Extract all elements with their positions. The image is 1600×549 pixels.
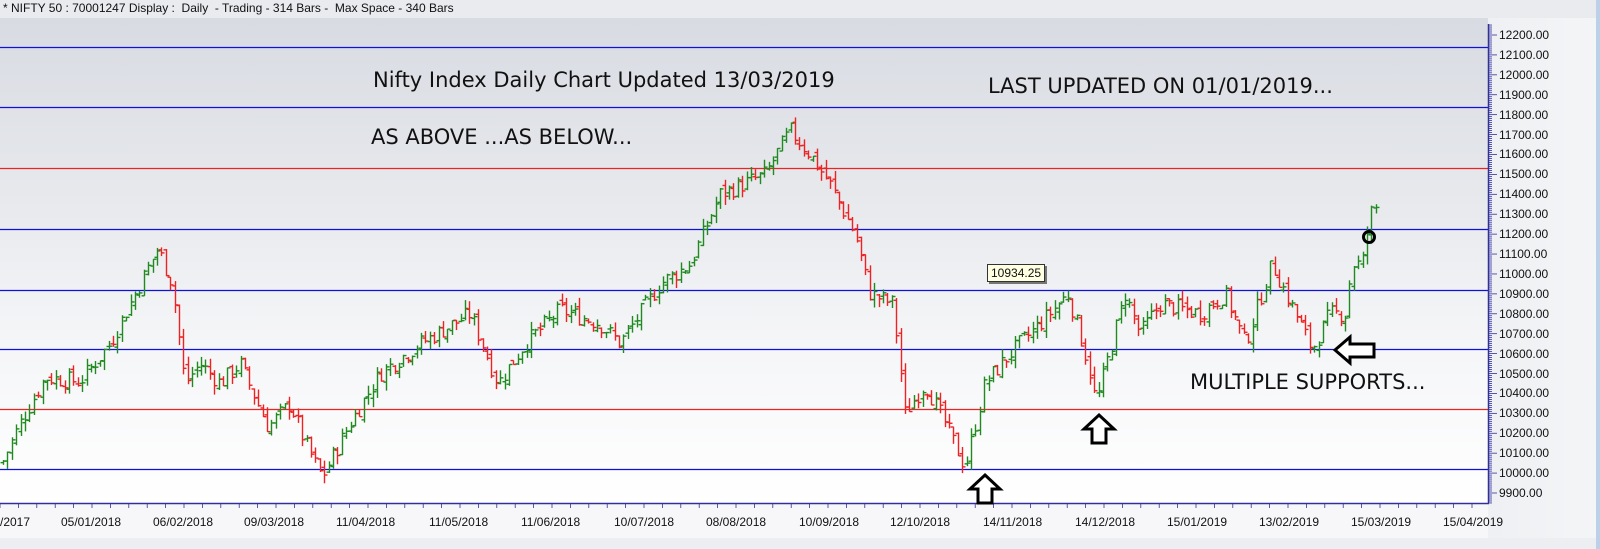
y-tick-label: 10600.00 <box>1499 346 1550 361</box>
x-tick-label: 15/03/2019 <box>1351 515 1412 529</box>
x-tick-label: 08/08/2018 <box>706 515 767 529</box>
breakout-circle-icon <box>1362 230 1376 244</box>
y-tick-label: 10100.00 <box>1499 446 1550 461</box>
y-tick-label: 10000.00 <box>1499 466 1550 481</box>
chart-header: * NIFTY 50 : 70001247 Display : Daily - … <box>3 1 454 15</box>
up-arrow-icon-low <box>966 472 1004 505</box>
window-edge <box>1596 0 1600 549</box>
x-tick-label: 15/01/2019 <box>1167 515 1228 529</box>
y-tick-label: 11600.00 <box>1499 147 1549 162</box>
chart-plot-area[interactable] <box>0 18 1488 504</box>
y-tick-label: 12000.00 <box>1499 67 1550 82</box>
y-tick-label: 10200.00 <box>1499 426 1550 441</box>
price-tooltip: 10934.25 <box>987 264 1046 282</box>
left-arrow-icon <box>1332 333 1376 367</box>
y-tick-label: 11200.00 <box>1499 227 1549 242</box>
chart-title-annotation: Nifty Index Daily Chart Updated 13/03/20… <box>373 68 835 92</box>
as-above-annotation: AS ABOVE ...AS BELOW... <box>371 125 633 149</box>
y-tick-label: 11400.00 <box>1499 187 1549 202</box>
y-tick-label: 12200.00 <box>1499 28 1550 42</box>
y-tick-label: 10700.00 <box>1499 326 1550 341</box>
y-tick-label: 11700.00 <box>1499 127 1549 142</box>
bottom-strip <box>0 538 1596 549</box>
y-axis-panel <box>1488 18 1600 549</box>
up-arrow-icon-mid <box>1080 412 1118 445</box>
x-tick-label: 12/10/2018 <box>890 515 951 529</box>
x-tick-label: 10/07/2018 <box>614 515 675 529</box>
multiple-supports-annotation: MULTIPLE SUPPORTS... <box>1190 370 1426 394</box>
y-tick-label: 11900.00 <box>1499 87 1549 102</box>
y-tick-label: 10400.00 <box>1499 386 1550 401</box>
x-axis-panel <box>0 504 1488 540</box>
x-tick-label: 14/11/2018 <box>983 515 1043 529</box>
x-tick-label: /2017 <box>0 515 31 529</box>
x-tick-label: 13/02/2019 <box>1259 515 1320 529</box>
x-tick-label: 15/04/2019 <box>1443 515 1504 529</box>
y-tick-label: 12100.00 <box>1499 47 1550 62</box>
y-tick-label: 10900.00 <box>1499 286 1550 301</box>
y-tick-label: 10500.00 <box>1499 366 1550 381</box>
y-tick-label: 11800.00 <box>1499 107 1549 122</box>
y-tick-label: 9900.00 <box>1499 485 1543 500</box>
x-tick-label: 11/06/2018 <box>521 515 581 529</box>
x-tick-label: 06/02/2018 <box>153 515 214 529</box>
y-tick-label: 11100.00 <box>1499 247 1548 262</box>
x-tick-label: 10/09/2018 <box>799 515 860 529</box>
last-updated-annotation: LAST UPDATED ON 01/01/2019... <box>988 74 1333 98</box>
y-tick-label: 11300.00 <box>1499 207 1549 222</box>
x-tick-label: 11/05/2018 <box>429 515 489 529</box>
y-tick-label: 11000.00 <box>1499 266 1549 281</box>
x-tick-label: 09/03/2018 <box>244 515 305 529</box>
x-tick-label: 05/01/2018 <box>61 515 122 529</box>
y-tick-label: 11500.00 <box>1499 167 1549 182</box>
x-tick-label: 11/04/2018 <box>336 515 396 529</box>
y-tick-label: 10300.00 <box>1499 406 1550 421</box>
y-tick-label: 10800.00 <box>1499 306 1550 321</box>
x-tick-label: 14/12/2018 <box>1075 515 1136 529</box>
